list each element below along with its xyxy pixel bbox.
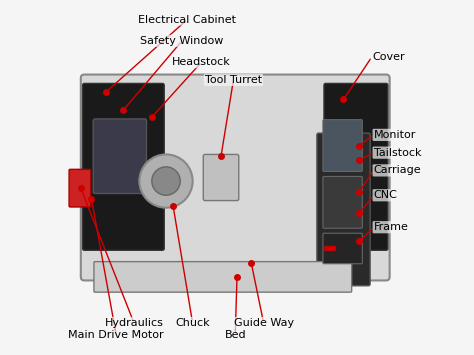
Circle shape (331, 246, 336, 251)
Text: Chuck: Chuck (175, 318, 210, 328)
Text: Tool Turret: Tool Turret (205, 75, 262, 85)
Text: Monitor: Monitor (374, 130, 416, 140)
FancyBboxPatch shape (323, 176, 362, 228)
Text: Headstock: Headstock (172, 57, 231, 67)
Text: Electrical Cabinet: Electrical Cabinet (138, 15, 237, 24)
FancyBboxPatch shape (324, 83, 388, 250)
Text: Safety Window: Safety Window (140, 36, 224, 46)
Circle shape (324, 246, 328, 251)
FancyBboxPatch shape (203, 154, 239, 201)
Text: Frame: Frame (374, 222, 409, 232)
Text: CNC: CNC (374, 190, 398, 200)
FancyBboxPatch shape (94, 262, 352, 292)
Text: Carriage: Carriage (374, 165, 421, 175)
Text: Bed: Bed (224, 331, 246, 340)
Text: Main Drive Motor: Main Drive Motor (68, 331, 164, 340)
FancyBboxPatch shape (69, 169, 91, 207)
Text: Hydraulics: Hydraulics (105, 318, 164, 328)
Circle shape (328, 246, 332, 251)
Text: Guide Way: Guide Way (234, 318, 294, 328)
FancyBboxPatch shape (317, 133, 370, 286)
Circle shape (139, 154, 192, 208)
FancyBboxPatch shape (323, 233, 362, 264)
FancyBboxPatch shape (323, 120, 362, 171)
FancyBboxPatch shape (82, 83, 164, 250)
Circle shape (152, 167, 180, 195)
Text: Tailstock: Tailstock (374, 148, 421, 158)
Text: Cover: Cover (372, 52, 404, 62)
FancyBboxPatch shape (93, 119, 146, 193)
FancyBboxPatch shape (81, 75, 390, 280)
